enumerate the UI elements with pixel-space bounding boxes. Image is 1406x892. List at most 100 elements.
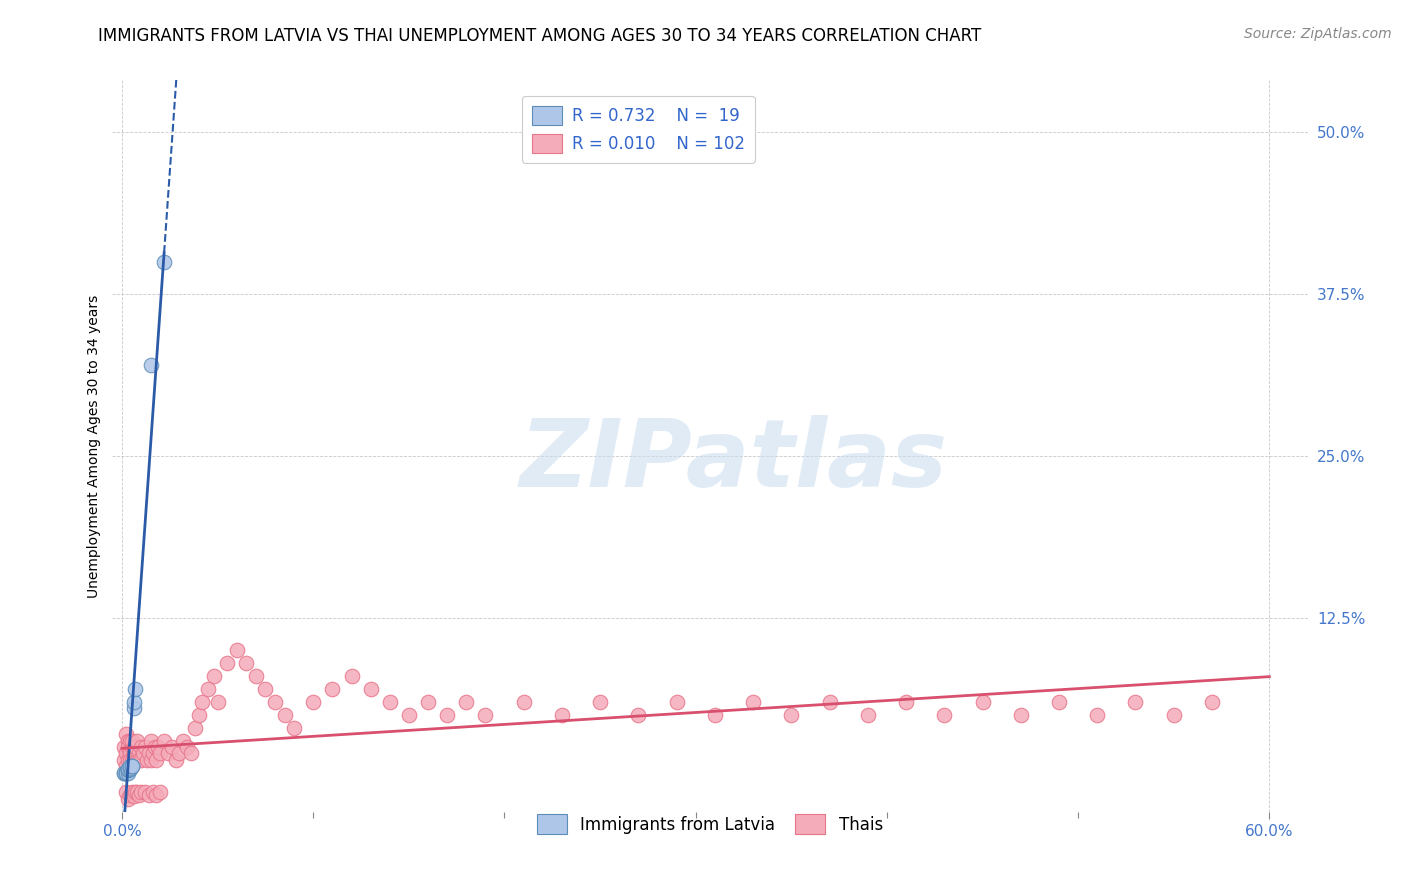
Point: [360, 681, 382, 696]
Point: [122, 701, 145, 715]
Point: [121, 785, 143, 799]
Point: [121, 739, 143, 754]
Point: [191, 695, 214, 709]
Point: [1163, 707, 1185, 722]
Point: [139, 358, 162, 372]
Point: [1201, 695, 1223, 709]
Point: [122, 753, 145, 767]
Point: [742, 695, 765, 709]
Point: [142, 747, 165, 761]
Point: [207, 695, 229, 709]
Point: [156, 747, 179, 761]
Point: [128, 747, 150, 761]
Point: [134, 785, 156, 799]
Point: [117, 753, 139, 767]
Point: [340, 669, 363, 683]
Point: [183, 721, 205, 735]
Point: [112, 739, 135, 754]
Point: [245, 669, 267, 683]
Point: [149, 747, 172, 761]
Point: [416, 695, 439, 709]
Point: [780, 707, 803, 722]
Point: [129, 785, 152, 799]
Point: [217, 656, 239, 670]
Point: [894, 695, 917, 709]
Point: [665, 695, 688, 709]
Point: [117, 762, 139, 776]
Point: [112, 765, 135, 780]
Point: [115, 759, 138, 773]
Point: [112, 765, 135, 780]
Point: [145, 788, 167, 802]
Point: [129, 739, 152, 754]
Point: [197, 681, 219, 696]
Point: [165, 753, 187, 767]
Point: [118, 762, 141, 776]
Y-axis label: Unemployment Among Ages 30 to 34 years: Unemployment Among Ages 30 to 34 years: [87, 294, 101, 598]
Point: [122, 789, 145, 804]
Point: [273, 707, 295, 722]
Point: [124, 681, 146, 696]
Point: [225, 643, 247, 657]
Text: ZIPatlas: ZIPatlas: [520, 415, 948, 507]
Point: [112, 753, 135, 767]
Point: [115, 785, 138, 799]
Point: [121, 733, 143, 747]
Point: [818, 695, 841, 709]
Point: [117, 764, 139, 778]
Point: [148, 739, 170, 754]
Point: [128, 788, 150, 802]
Point: [456, 695, 478, 709]
Point: [235, 656, 257, 670]
Point: [139, 733, 162, 747]
Point: [121, 759, 143, 773]
Point: [117, 739, 139, 754]
Point: [254, 681, 277, 696]
Point: [115, 765, 138, 780]
Point: [551, 707, 574, 722]
Point: [172, 733, 194, 747]
Point: [122, 739, 145, 754]
Point: [115, 727, 138, 741]
Point: [202, 669, 225, 683]
Point: [176, 739, 198, 754]
Point: [703, 707, 725, 722]
Point: [169, 747, 191, 761]
Point: [149, 785, 172, 799]
Point: [124, 785, 146, 799]
Point: [972, 695, 994, 709]
Point: [117, 762, 139, 776]
Point: [143, 739, 166, 754]
Point: [118, 759, 141, 773]
Point: [589, 695, 612, 709]
Point: [398, 707, 420, 722]
Point: [118, 761, 141, 775]
Point: [117, 765, 139, 780]
Point: [115, 765, 138, 780]
Point: [934, 707, 956, 722]
Point: [122, 747, 145, 761]
Point: [283, 721, 305, 735]
Point: [121, 753, 143, 767]
Point: [134, 739, 156, 754]
Point: [132, 747, 155, 761]
Point: [138, 747, 160, 761]
Point: [321, 681, 343, 696]
Point: [1010, 707, 1032, 722]
Point: [115, 747, 138, 761]
Point: [118, 788, 141, 802]
Point: [127, 753, 149, 767]
Point: [627, 707, 650, 722]
Text: IMMIGRANTS FROM LATVIA VS THAI UNEMPLOYMENT AMONG AGES 30 TO 34 YEARS CORRELATIO: IMMIGRANTS FROM LATVIA VS THAI UNEMPLOYM…: [98, 27, 981, 45]
Point: [124, 747, 146, 761]
Point: [127, 733, 149, 747]
Point: [115, 765, 138, 780]
Point: [138, 788, 160, 802]
Point: [153, 254, 176, 268]
Point: [1047, 695, 1070, 709]
Point: [160, 739, 183, 754]
Point: [142, 785, 165, 799]
Point: [121, 759, 143, 773]
Point: [180, 747, 202, 761]
Point: [128, 753, 150, 767]
